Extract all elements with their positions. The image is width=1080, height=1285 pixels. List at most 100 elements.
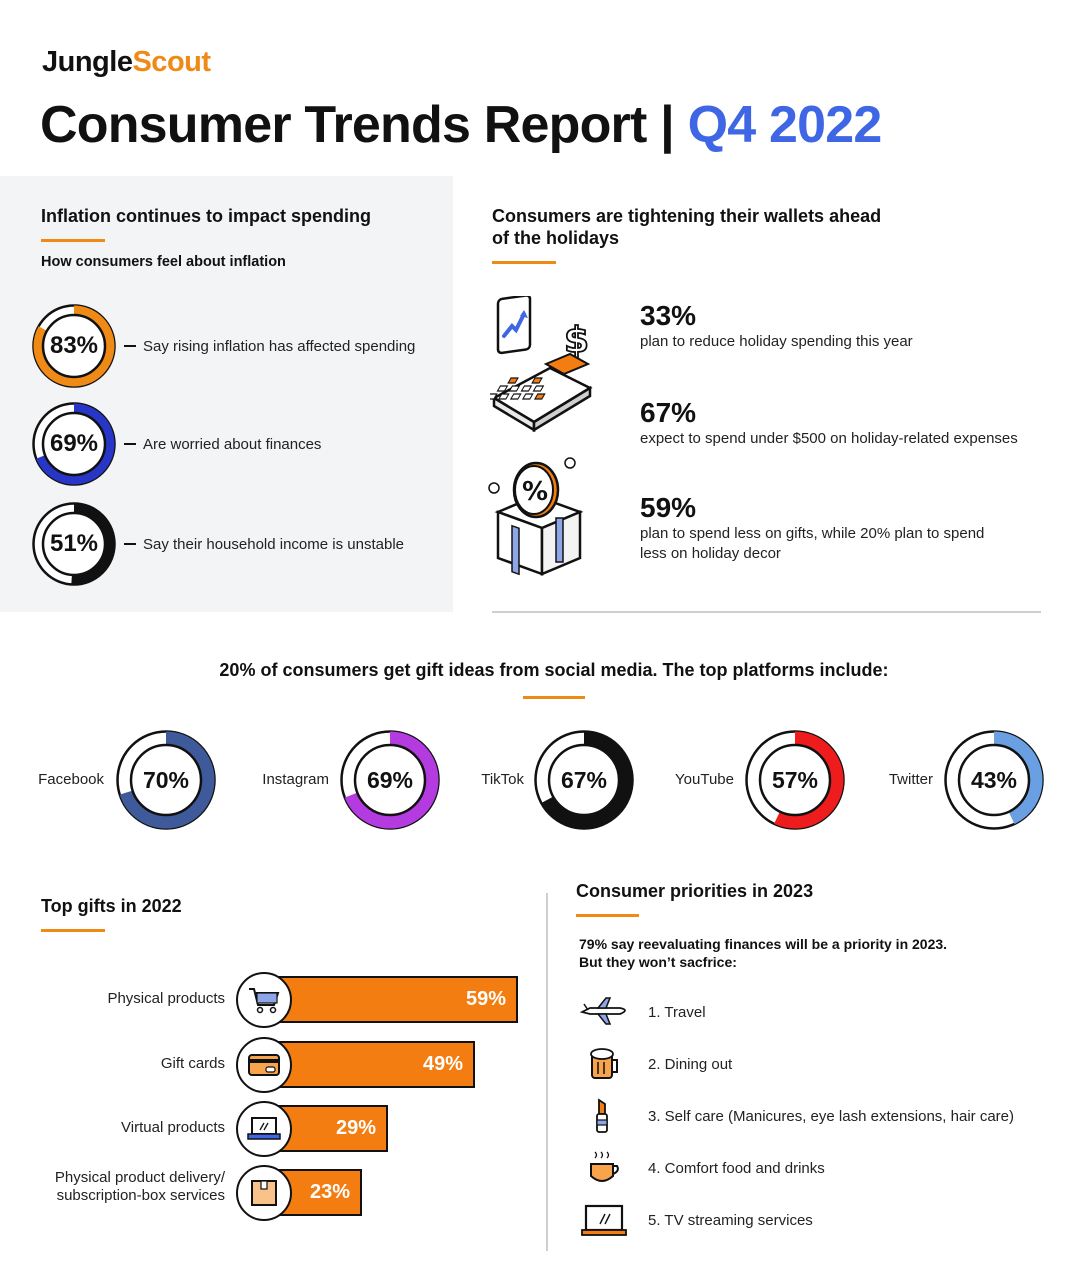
percent-gift-box-icon: %	[488, 456, 588, 581]
social-ring-arc	[535, 731, 633, 829]
wallet-stat-text: plan to reduce holiday spending this yea…	[640, 333, 913, 350]
gift-label: Physical products	[107, 990, 225, 1008]
hot-drink-icon	[580, 1150, 632, 1191]
gift-label-line1: Gift cards	[160, 1055, 225, 1072]
brand-name-part1: Jungle	[42, 46, 133, 78]
social-platform-label: Instagram	[262, 771, 329, 788]
priority-item-text: 1. Travel	[648, 1004, 706, 1021]
package-box-icon	[236, 1165, 292, 1221]
inflation-row-label: Say their household income is unstable	[143, 535, 404, 553]
inflation-ring-value: 51%	[49, 530, 99, 557]
social-ring-value: 67%	[560, 766, 608, 793]
social-accent-line	[523, 696, 585, 699]
social-platform-label: Twitter	[888, 771, 933, 788]
wallet-stat: 67% expect to spend under $500 on holiday…	[640, 397, 1018, 449]
wallets-heading: Consumers are tightening their wallets a…	[492, 205, 881, 249]
social-platform: 43%	[944, 730, 1044, 830]
gift-bar: 49%	[262, 1041, 475, 1088]
priorities-intro: 79% say reevaluating finances will be a …	[579, 935, 947, 971]
social-platform-label: TikTok	[481, 771, 524, 788]
gift-label: Gift cards	[161, 1055, 225, 1073]
wallet-stat-text: plan to spend less on gifts, while 20% p…	[640, 525, 985, 542]
inflation-subheading: How consumers feel about inflation	[41, 254, 286, 270]
nail-polish-icon	[580, 1098, 632, 1139]
connector-line	[124, 443, 136, 445]
priorities-accent-line	[576, 914, 639, 917]
social-ring: 57%	[745, 730, 845, 830]
social-heading: 20% of consumers get gift ideas from soc…	[219, 660, 889, 680]
wallets-accent-line	[492, 261, 556, 264]
social-ring: 67%	[534, 730, 634, 830]
gifts-heading: Top gifts in 2022	[41, 896, 182, 916]
connector-line	[124, 543, 136, 545]
page-title-main: Consumer Trends Report |	[40, 96, 675, 154]
wallets-heading-line1: Consumers are tightening their wallets a…	[492, 206, 882, 226]
brand-logo: JungleScout	[42, 46, 211, 79]
social-platform: 67%	[534, 730, 634, 830]
inflation-row: 51% Say their household income is unstabl…	[32, 502, 404, 586]
wallet-stat: 33% plan to reduce holiday spending this …	[640, 300, 913, 352]
social-ring-arc	[945, 731, 1043, 829]
gift-label-line2: subscription-box services	[56, 1187, 225, 1204]
inflation-ring-value: 83%	[49, 332, 99, 359]
gift-label: Physical product delivery/subscription-b…	[55, 1169, 225, 1205]
inflation-row: 83% Say rising inflation has affected spe…	[32, 304, 415, 388]
priority-item-text: 2. Dining out	[648, 1056, 733, 1073]
gifts-accent-line	[41, 929, 105, 932]
shopping-cart-icon	[236, 972, 292, 1028]
social-platform-label: YouTube	[675, 771, 734, 788]
inflation-accent-line	[41, 239, 105, 242]
social-platform: 69%	[340, 730, 440, 830]
page-title-accent: Q4 2022	[687, 96, 883, 154]
wallet-stat-value: 33%	[640, 300, 697, 331]
calculator-icon	[485, 352, 594, 437]
inflation-ring: 69%	[32, 402, 116, 486]
social-platform-label: Facebook	[38, 771, 104, 788]
social-ring-value: 69%	[366, 766, 414, 793]
inflation-row: 69% Are worried about finances	[32, 402, 321, 486]
trend-card-icon	[494, 294, 538, 365]
tv-icon	[580, 1202, 632, 1243]
wallet-stat: 59% plan to spend less on gifts, while 20…	[640, 492, 984, 564]
beer-mug-icon	[580, 1046, 632, 1087]
connector-line	[124, 345, 136, 347]
gift-bar: 59%	[262, 976, 518, 1023]
inflation-ring-value: 69%	[49, 430, 99, 457]
gift-bar-value: 29%	[335, 1117, 376, 1139]
gift-bar-value: 59%	[465, 988, 506, 1010]
inflation-row-label: Say rising inflation has affected spendi…	[143, 337, 416, 355]
gift-bar-value: 49%	[422, 1053, 463, 1075]
inflation-ring-arc	[33, 403, 115, 485]
social-ring-arc	[341, 731, 439, 829]
social-ring: 43%	[944, 730, 1044, 830]
gift-label-line1: Physical product delivery/	[54, 1169, 225, 1186]
priorities-intro-line2: But they won’t sacfrice:	[579, 954, 737, 970]
priority-item-text: 3. Self care (Manicures, eye lash extens…	[648, 1108, 1014, 1125]
wallet-stat-value: 59%	[640, 492, 697, 523]
priorities-heading: Consumer priorities in 2023	[576, 881, 814, 901]
gift-card-icon	[236, 1037, 292, 1093]
wallets-heading-line2: of the holidays	[492, 228, 620, 248]
inflation-ring: 83%	[32, 304, 116, 388]
wallet-stat-value: 67%	[640, 397, 697, 428]
wallet-stat-text-line2: less on holiday decor	[640, 545, 781, 562]
social-ring: 70%	[116, 730, 216, 830]
wallet-stat-text: expect to spend under $500 on holiday-re…	[640, 430, 1018, 447]
gift-label-line1: Virtual products	[121, 1119, 225, 1136]
inflation-ring-arc	[33, 503, 115, 585]
svg-text:%: %	[522, 477, 548, 507]
inflation-heading: Inflation continues to impact spending	[41, 206, 372, 226]
social-ring-arc	[117, 731, 215, 829]
social-ring-value: 43%	[970, 766, 1018, 793]
page-title: Consumer Trends Report | Q4 2022	[40, 95, 883, 155]
gift-label: Virtual products	[121, 1119, 225, 1137]
gift-bar-value: 23%	[309, 1181, 350, 1203]
social-ring-arc	[746, 731, 844, 829]
section-divider	[492, 611, 1041, 613]
inflation-ring: 51%	[32, 502, 116, 586]
social-platform: 57%	[745, 730, 845, 830]
social-ring-value: 57%	[771, 766, 819, 793]
social-ring: 69%	[340, 730, 440, 830]
inflation-row-label: Are worried about finances	[143, 435, 322, 453]
column-divider	[546, 893, 548, 1251]
